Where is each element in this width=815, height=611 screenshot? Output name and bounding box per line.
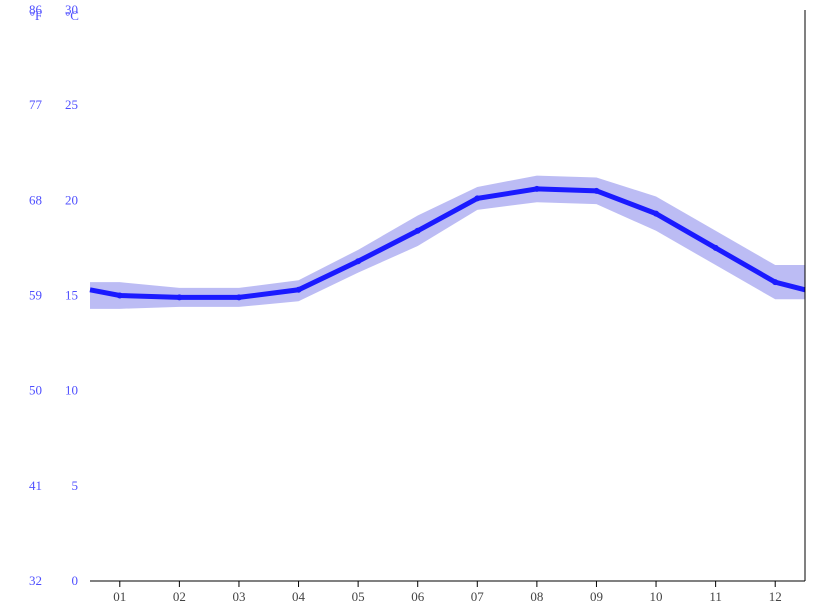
x-axis-label: 09 [590, 589, 603, 604]
x-axis-label: 03 [232, 589, 245, 604]
x-axis-label: 01 [113, 589, 126, 604]
y-axis-c-label: 15 [65, 288, 78, 303]
temperature-chart: 010203040506070809101112051015202530°C32… [0, 0, 815, 611]
chart-svg: 010203040506070809101112051015202530°C32… [0, 0, 815, 611]
data-point [713, 245, 719, 251]
y-axis-c-label: 20 [65, 192, 78, 207]
data-point [474, 195, 480, 201]
y-axis-c-label: 10 [65, 383, 78, 398]
x-axis-label: 10 [650, 589, 663, 604]
data-point [296, 287, 302, 293]
temperature-band [90, 176, 805, 309]
x-axis-label: 02 [173, 589, 186, 604]
data-point [117, 293, 123, 299]
data-point [415, 228, 421, 234]
y-axis-f-label: 32 [29, 573, 42, 588]
x-axis-label: 08 [530, 589, 543, 604]
y-axis-c-label: 0 [72, 573, 79, 588]
y-axis-f-unit: °F [30, 8, 42, 23]
y-axis-c-unit: °C [65, 8, 79, 23]
x-axis-label: 04 [292, 589, 306, 604]
data-point [593, 188, 599, 194]
x-axis-label: 12 [769, 589, 782, 604]
y-axis-f-label: 59 [29, 288, 42, 303]
x-axis-label: 05 [352, 589, 365, 604]
data-point [236, 294, 242, 300]
y-axis-f-label: 50 [29, 383, 42, 398]
data-point [772, 279, 778, 285]
x-axis-label: 11 [709, 589, 722, 604]
data-point [355, 258, 361, 264]
data-point [653, 211, 659, 217]
data-point [534, 186, 540, 192]
x-axis-label: 06 [411, 589, 425, 604]
y-axis-c-label: 5 [72, 478, 79, 493]
y-axis-c-label: 25 [65, 97, 78, 112]
y-axis-f-label: 41 [29, 478, 42, 493]
data-point [176, 294, 182, 300]
y-axis-f-label: 77 [29, 97, 43, 112]
y-axis-f-label: 68 [29, 192, 42, 207]
x-axis-label: 07 [471, 589, 485, 604]
